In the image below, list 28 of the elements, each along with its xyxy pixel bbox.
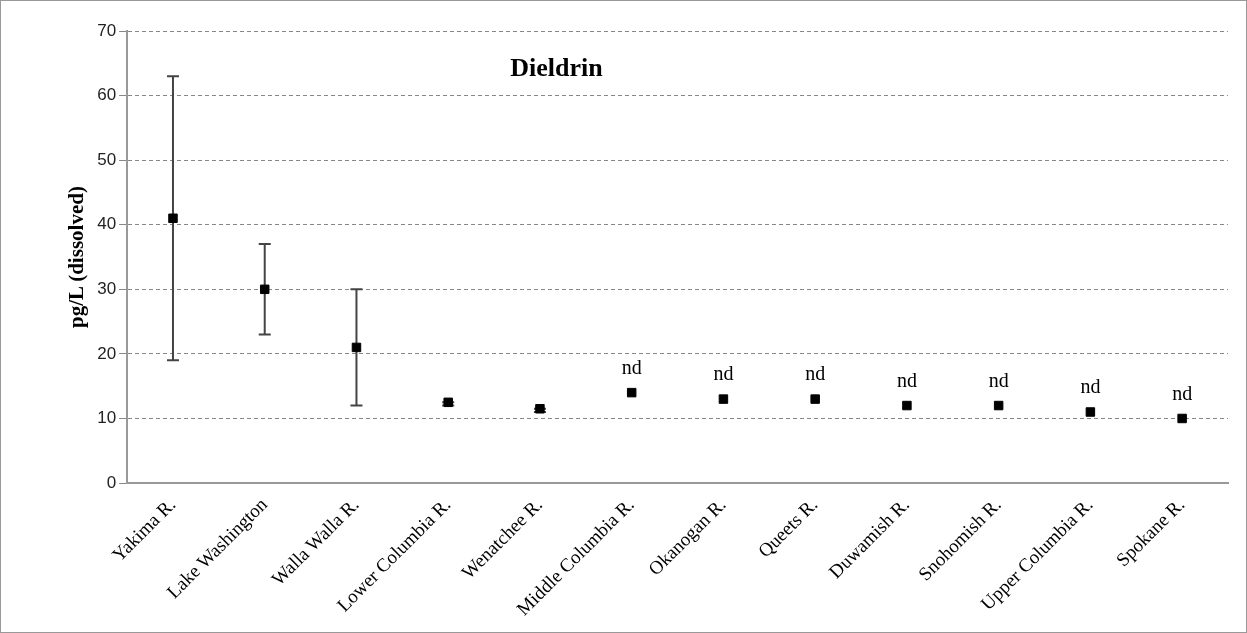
- y-tick-label: 10: [97, 408, 117, 428]
- point: [902, 400, 912, 411]
- data-label: nd: [896, 368, 917, 391]
- text: Dieldrin: [510, 52, 604, 82]
- point: [810, 394, 820, 404]
- y-tick-label: 60: [97, 85, 117, 105]
- y-tick-label: 30: [97, 279, 117, 298]
- data-label: nd: [621, 355, 642, 378]
- point: [993, 400, 1004, 411]
- point: [626, 387, 637, 398]
- data-label: nd: [1080, 375, 1101, 398]
- point: [718, 394, 729, 404]
- data-label: nd: [713, 362, 734, 385]
- y-axis-title: pg/L (dissolved): [64, 186, 89, 328]
- point: [351, 342, 362, 353]
- y-tick-label: 20: [97, 343, 117, 363]
- point: [443, 397, 453, 408]
- point: [168, 213, 178, 224]
- point: [1085, 407, 1096, 417]
- y-tick-label: 0: [106, 472, 117, 492]
- data-label: nd: [1172, 381, 1193, 404]
- point: [259, 284, 270, 295]
- data-label: nd: [805, 362, 826, 385]
- y-tick-label: 50: [97, 149, 117, 169]
- y-tick-label: 70: [97, 20, 117, 40]
- data-label: nd: [988, 368, 1009, 391]
- y-tick-label: 40: [97, 214, 117, 234]
- point: [1177, 413, 1187, 424]
